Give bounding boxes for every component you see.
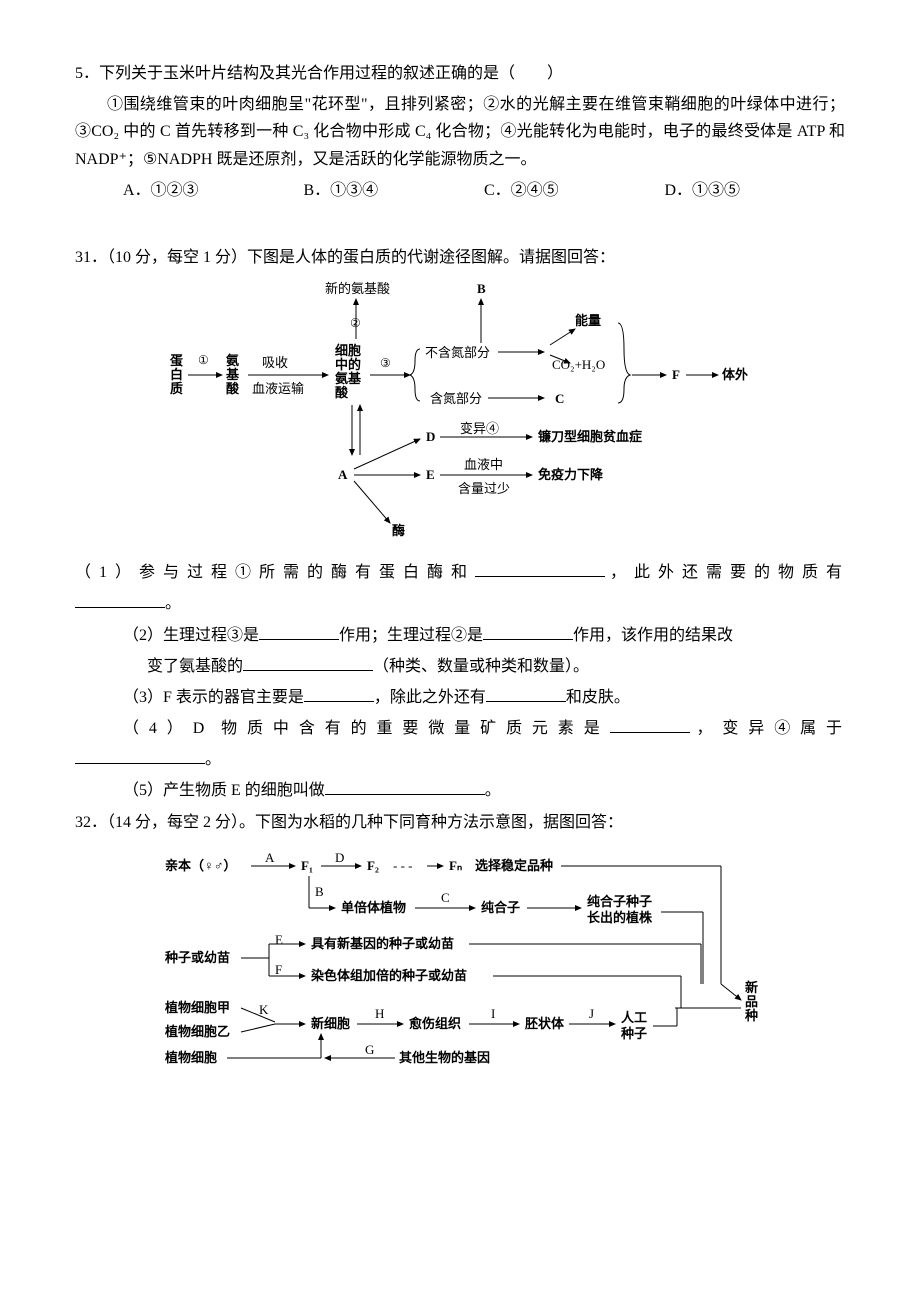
svg-text:B: B — [477, 281, 486, 296]
svg-text:种子或幼苗: 种子或幼苗 — [164, 950, 230, 965]
svg-text:长出的植株: 长出的植株 — [587, 910, 653, 925]
svg-text:F: F — [275, 962, 282, 977]
svg-text:F₂: F₂ — [367, 858, 379, 873]
svg-text:①: ① — [198, 353, 209, 367]
svg-text:E: E — [426, 467, 435, 482]
q31-sub4c: 。 — [75, 746, 845, 773]
svg-text:③: ③ — [380, 356, 391, 370]
svg-text:- - -: - - - — [393, 858, 413, 873]
q32-stem: 32．（14 分，每空 2 分）。下图为水稻的几种下同育种方法示意图，据图回答： — [75, 809, 845, 836]
svg-text:含量过少: 含量过少 — [458, 481, 510, 496]
q31-sub1c: 。 — [75, 590, 845, 617]
svg-text:吸收: 吸收 — [262, 355, 288, 370]
svg-text:蛋: 蛋 — [170, 353, 183, 368]
svg-text:品: 品 — [745, 994, 758, 1009]
svg-text:F₁: F₁ — [301, 858, 313, 873]
svg-text:酶: 酶 — [392, 523, 405, 538]
svg-text:酸: 酸 — [226, 381, 240, 396]
svg-text:D: D — [335, 850, 344, 865]
svg-text:白: 白 — [170, 367, 183, 382]
svg-text:氨基: 氨基 — [334, 371, 362, 386]
q32-diagram: 亲本（♀♂） A F₁ D F₂ - - - Fₙ 选择稳定品种 B 单倍体植物… — [145, 844, 775, 1094]
svg-text:血液运输: 血液运输 — [252, 381, 304, 396]
q31-sub2: （2）生理过程③是作用；生理过程②是作用，该作用的结果改 — [75, 622, 845, 649]
svg-text:酸: 酸 — [335, 385, 349, 400]
q5-body: ①围绕维管束的叶肉细胞呈"花环型"，且排列紧密；②水的光解主要在维管束鞘细胞的叶… — [75, 91, 845, 173]
q31-sub4: （4）D 物质中含有的重要微量矿质元素是，变异④属于 — [75, 715, 845, 742]
svg-text:氨: 氨 — [225, 353, 239, 368]
svg-text:不含氮部分: 不含氮部分 — [425, 345, 490, 360]
svg-text:基: 基 — [225, 367, 240, 382]
q31-sub3: （3）F 表示的器官主要是，除此之外还有和皮肤。 — [75, 684, 845, 711]
q31-diagram: 新的氨基酸 ② 蛋 白 质 ① 氨 基 酸 吸收 血液运输 细胞 中的 氨基 酸… — [170, 279, 750, 539]
svg-text:染色体组加倍的种子或幼苗: 染色体组加倍的种子或幼苗 — [310, 968, 467, 983]
svg-text:具有新基因的种子或幼苗: 具有新基因的种子或幼苗 — [311, 936, 454, 951]
svg-text:B: B — [315, 884, 324, 899]
svg-text:K: K — [259, 1002, 269, 1017]
svg-text:纯合子: 纯合子 — [481, 900, 520, 915]
svg-text:质: 质 — [170, 381, 183, 396]
svg-text:纯合子种子: 纯合子种子 — [587, 894, 652, 909]
svg-text:种子: 种子 — [620, 1026, 647, 1041]
q5-opt-c: C．②④⑤ — [484, 177, 665, 204]
svg-text:能量: 能量 — [575, 313, 601, 328]
svg-text:单倍体植物: 单倍体植物 — [341, 900, 406, 915]
svg-text:镰刀型细胞贫血症: 镰刀型细胞贫血症 — [537, 429, 642, 444]
svg-text:F: F — [672, 367, 680, 382]
svg-text:A: A — [338, 467, 348, 482]
svg-text:免疫力下降: 免疫力下降 — [538, 467, 604, 482]
q5-options: A．①②③ B．①③④ C．②④⑤ D．①③⑤ — [75, 177, 845, 204]
svg-text:Fₙ: Fₙ — [449, 858, 462, 873]
q31-sub2d: 变了氨基酸的（种类、数量或种类和数量）。 — [75, 653, 845, 680]
svg-text:C: C — [555, 391, 564, 406]
svg-text:H: H — [375, 1006, 384, 1021]
svg-text:植物细胞甲: 植物细胞甲 — [164, 1000, 230, 1015]
svg-text:细胞: 细胞 — [335, 343, 361, 358]
q5-opt-b: B．①③④ — [304, 177, 485, 204]
svg-text:新: 新 — [745, 980, 758, 995]
svg-text:I: I — [491, 1006, 495, 1021]
svg-text:新细胞: 新细胞 — [311, 1016, 350, 1031]
svg-text:J: J — [589, 1006, 594, 1021]
svg-text:A: A — [265, 850, 275, 865]
svg-text:E: E — [275, 932, 283, 947]
q31-sub5: （5）产生物质 E 的细胞叫做。 — [75, 777, 845, 804]
svg-text:种: 种 — [744, 1008, 758, 1023]
svg-text:人工: 人工 — [621, 1010, 647, 1025]
q31-stem: 31．（10 分，每空 1 分）下图是人体的蛋白质的代谢途径图解。请据图回答： — [75, 244, 845, 271]
svg-text:②: ② — [350, 316, 361, 330]
svg-text:新的氨基酸: 新的氨基酸 — [325, 281, 390, 296]
svg-text:选择稳定品种: 选择稳定品种 — [475, 858, 553, 873]
svg-text:变异④: 变异④ — [460, 421, 499, 436]
svg-text:G: G — [365, 1042, 374, 1057]
svg-text:愈伤组织: 愈伤组织 — [408, 1016, 461, 1031]
svg-text:植物细胞: 植物细胞 — [164, 1050, 217, 1065]
svg-text:胚状体: 胚状体 — [525, 1016, 565, 1031]
svg-text:含氮部分: 含氮部分 — [430, 391, 482, 406]
q5-opt-d: D．①③⑤ — [665, 177, 846, 204]
q31-sub1: （1）参与过程①所需的酶有蛋白酶和，此外还需要的物质有 — [75, 559, 845, 586]
q5-stem: 5．下列关于玉米叶片结构及其光合作用过程的叙述正确的是（ ） — [75, 60, 845, 87]
svg-text:其他生物的基因: 其他生物的基因 — [399, 1050, 490, 1065]
svg-text:植物细胞乙: 植物细胞乙 — [164, 1024, 230, 1039]
svg-text:亲本（♀♂）: 亲本（♀♂） — [165, 858, 237, 873]
svg-text:C: C — [441, 890, 450, 905]
svg-text:中的: 中的 — [335, 357, 361, 372]
svg-text:D: D — [426, 429, 435, 444]
svg-text:血液中: 血液中 — [464, 457, 503, 472]
svg-text:体外: 体外 — [722, 367, 748, 382]
q5-opt-a: A．①②③ — [123, 177, 304, 204]
